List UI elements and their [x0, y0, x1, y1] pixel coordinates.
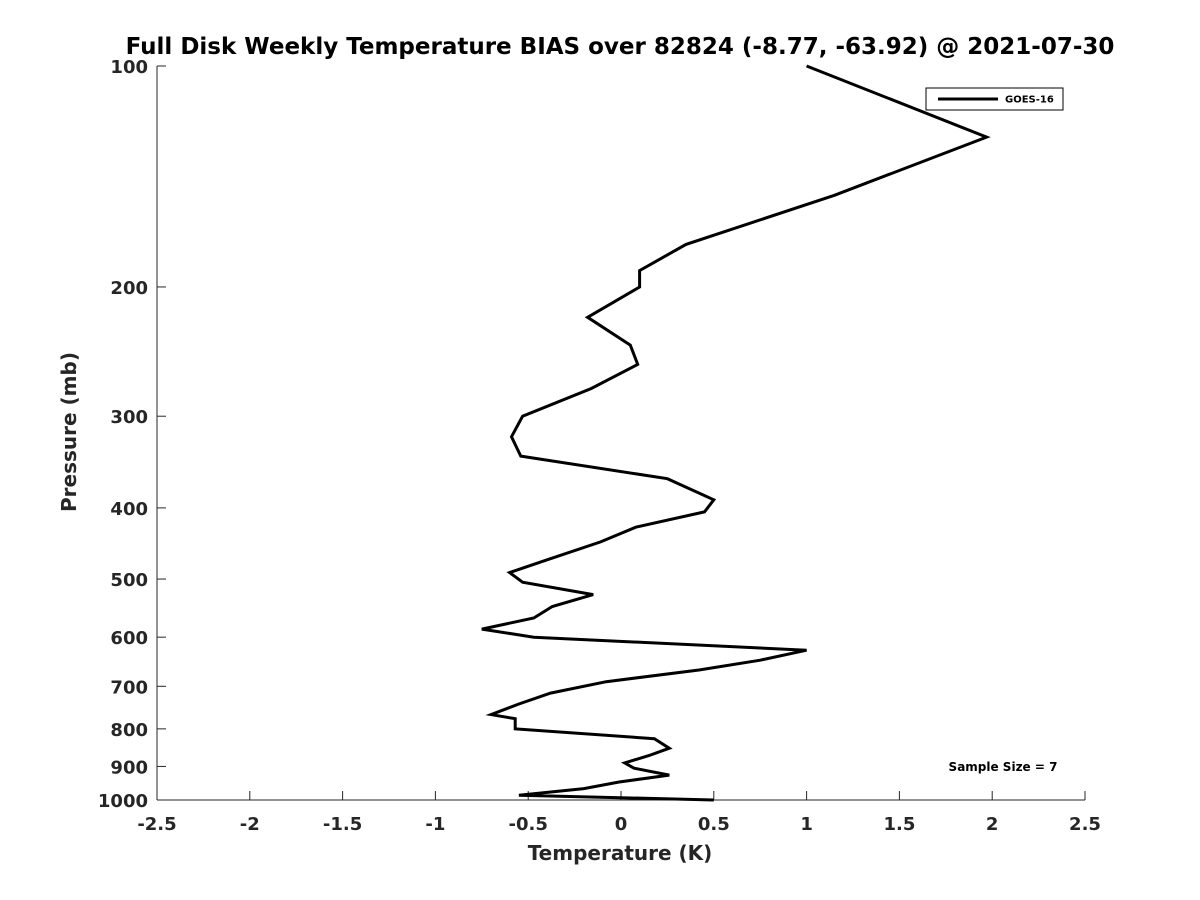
y-tick-label: 400 — [110, 499, 148, 520]
y-tick-label: 900 — [110, 757, 148, 778]
x-tick-label: 0.5 — [698, 814, 730, 835]
axes — [156, 66, 1085, 801]
chart-title: Full Disk Weekly Temperature BIAS over 8… — [126, 34, 1115, 60]
x-tick-label: 2 — [986, 814, 999, 835]
y-axis-label: Pressure (mb) — [57, 352, 81, 512]
x-tick-label: -0.5 — [509, 814, 548, 835]
y-tick-label: 700 — [110, 677, 148, 698]
y-tick-label: 600 — [110, 628, 148, 649]
y-tick-label: 100 — [110, 57, 148, 78]
y-tick-label: 200 — [110, 278, 148, 299]
y-tick-label: 800 — [110, 720, 148, 741]
x-tick-label: 1.5 — [883, 814, 915, 835]
x-tick-label: -1 — [425, 814, 445, 835]
x-tick-label: -1.5 — [323, 814, 362, 835]
y-tick-label: 1000 — [98, 791, 148, 812]
x-tick-label: -2.5 — [137, 814, 176, 835]
series-line-0 — [481, 64, 991, 802]
x-tick-label: 1 — [800, 814, 813, 835]
legend-label: GOES-16 — [1005, 95, 1054, 106]
y-tick-label: 300 — [110, 407, 148, 428]
x-tick-label: 2.5 — [1069, 814, 1101, 835]
ticks: -2.5 -2 -1.5 -1 -0.5 0 0.5 1 1.5 2 2.5 100 200 300 400… — [98, 57, 1101, 835]
legend: GOES-16 — [925, 87, 1064, 111]
x-tick-label: -2 — [240, 814, 260, 835]
sample-size-annotation: Sample Size = 7 — [949, 760, 1058, 774]
x-tick-label: 0 — [615, 814, 628, 835]
x-axis-label: Temperature (K) — [528, 841, 713, 865]
y-tick-label: 500 — [110, 570, 148, 591]
series — [481, 64, 991, 802]
